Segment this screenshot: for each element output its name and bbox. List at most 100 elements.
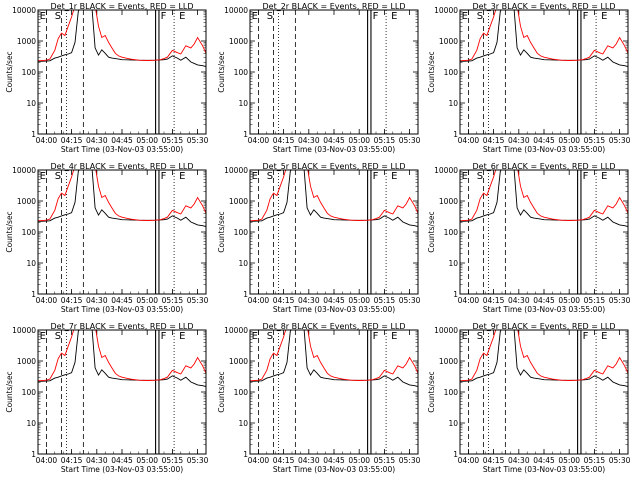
x-axis-label: Start Time (03-Nov-03 03:55:00) bbox=[273, 145, 395, 154]
y-axis-label: Counts/sec bbox=[5, 51, 14, 92]
y-tick-label: 10 bbox=[26, 419, 36, 428]
lld-series-line bbox=[460, 10, 628, 62]
interval-marker: F bbox=[373, 11, 379, 22]
events-series-line bbox=[460, 10, 628, 67]
y-tick-label: 1 bbox=[243, 130, 248, 139]
x-tick-label: 04:15 bbox=[273, 296, 295, 305]
x-axis-label: Start Time (03-Nov-03 03:55:00) bbox=[483, 145, 605, 154]
x-tick-label: 04:30 bbox=[86, 136, 108, 145]
y-tick-label: 10000 bbox=[224, 6, 248, 15]
x-tick-label: 04:30 bbox=[86, 296, 108, 305]
y-tick-label: 10000 bbox=[434, 6, 458, 15]
y-axis-label: Counts/sec bbox=[427, 211, 436, 252]
x-tick-label: 04:15 bbox=[483, 296, 505, 305]
interval-marker: F bbox=[583, 171, 589, 182]
x-tick-label: 05:15 bbox=[374, 296, 396, 305]
plot-frame bbox=[37, 329, 207, 455]
y-tick-label: 100 bbox=[234, 388, 249, 397]
x-tick-label: 05:15 bbox=[584, 136, 606, 145]
y-tick-label: 1 bbox=[243, 450, 248, 459]
interval-marker: E bbox=[252, 11, 258, 22]
panel-title: Det_8r BLACK = Events, RED = LLD bbox=[262, 322, 405, 331]
x-tick-label: 04:00 bbox=[248, 296, 270, 305]
lld-series-line bbox=[460, 330, 628, 382]
x-tick-label: 05:30 bbox=[609, 296, 631, 305]
y-tick-label: 100 bbox=[444, 228, 459, 237]
panel-title: Det_1r BLACK = Events, RED = LLD bbox=[50, 2, 193, 11]
interval-marker: S bbox=[477, 331, 483, 342]
x-tick-label: 04:00 bbox=[458, 136, 480, 145]
x-tick-label: 04:15 bbox=[61, 296, 83, 305]
interval-marker: E bbox=[601, 11, 607, 22]
y-tick-label: 100 bbox=[22, 388, 37, 397]
x-tick-label: 05:30 bbox=[187, 456, 209, 465]
x-axis-label: Start Time (03-Nov-03 03:55:00) bbox=[483, 305, 605, 314]
x-tick-label: 05:15 bbox=[584, 296, 606, 305]
y-tick-label: 1000 bbox=[229, 37, 248, 46]
x-tick-label: 04:30 bbox=[298, 456, 320, 465]
y-tick-label: 1 bbox=[243, 290, 248, 299]
interval-marker: F bbox=[161, 331, 167, 342]
y-tick-label: 10 bbox=[238, 419, 248, 428]
events-series-line bbox=[38, 170, 206, 227]
x-tick-label: 04:00 bbox=[248, 136, 270, 145]
y-tick-label: 100 bbox=[444, 68, 459, 77]
x-tick-label: 05:30 bbox=[187, 296, 209, 305]
plot-frame bbox=[37, 9, 207, 135]
y-tick-label: 10000 bbox=[12, 326, 36, 335]
x-tick-label: 05:15 bbox=[162, 296, 184, 305]
x-tick-label: 05:30 bbox=[187, 136, 209, 145]
x-tick-label: 04:15 bbox=[483, 456, 505, 465]
interval-marker: F bbox=[161, 11, 167, 22]
y-tick-label: 1 bbox=[453, 290, 458, 299]
x-tick-label: 05:15 bbox=[374, 456, 396, 465]
interval-marker: S bbox=[55, 171, 61, 182]
x-tick-label: 05:15 bbox=[374, 136, 396, 145]
y-tick-label: 10000 bbox=[12, 6, 36, 15]
x-tick-label: 04:45 bbox=[533, 136, 555, 145]
y-tick-label: 1000 bbox=[439, 357, 458, 366]
y-tick-label: 1000 bbox=[17, 37, 36, 46]
x-tick-label: 05:00 bbox=[136, 456, 158, 465]
y-axis-label: Counts/sec bbox=[217, 371, 226, 412]
interval-marker: F bbox=[373, 171, 379, 182]
interval-marker: E bbox=[179, 171, 185, 182]
x-tick-label: 04:00 bbox=[458, 456, 480, 465]
x-tick-label: 05:00 bbox=[558, 136, 580, 145]
panel-8: Det_8r BLACK = Events, RED = LLD 1 10 100 10… bbox=[217, 322, 421, 474]
interval-marker: F bbox=[583, 11, 589, 22]
x-axis-label: Start Time (03-Nov-03 03:55:00) bbox=[61, 305, 183, 314]
y-tick-label: 10 bbox=[448, 419, 458, 428]
x-tick-label: 04:30 bbox=[298, 296, 320, 305]
panel-title: Det_9r BLACK = Events, RED = LLD bbox=[472, 322, 615, 331]
interval-marker: E bbox=[252, 331, 258, 342]
x-tick-label: 04:15 bbox=[273, 456, 295, 465]
interval-marker: S bbox=[55, 11, 61, 22]
panel-title: Det_2r BLACK = Events, RED = LLD bbox=[262, 2, 405, 11]
panel-title: Det_6r BLACK = Events, RED = LLD bbox=[472, 162, 615, 171]
x-tick-label: 04:30 bbox=[508, 296, 530, 305]
y-tick-label: 1 bbox=[31, 290, 36, 299]
x-tick-label: 05:00 bbox=[348, 136, 370, 145]
panel-2: Det_2r BLACK = Events, RED = LLD 1 10 100 10… bbox=[217, 2, 421, 154]
y-tick-label: 1 bbox=[31, 450, 36, 459]
events-series-line bbox=[38, 330, 206, 387]
x-tick-label: 05:00 bbox=[348, 456, 370, 465]
x-tick-label: 04:30 bbox=[508, 456, 530, 465]
interval-marker: E bbox=[601, 171, 607, 182]
events-series-line bbox=[460, 170, 628, 227]
y-tick-label: 10000 bbox=[224, 326, 248, 335]
y-tick-label: 10 bbox=[448, 99, 458, 108]
interval-marker: E bbox=[462, 11, 468, 22]
interval-marker: S bbox=[477, 171, 483, 182]
interval-marker: E bbox=[601, 331, 607, 342]
panel-title: Det_3r BLACK = Events, RED = LLD bbox=[472, 2, 615, 11]
panel-title: Det_4r BLACK = Events, RED = LLD bbox=[50, 162, 193, 171]
interval-marker: E bbox=[179, 331, 185, 342]
x-tick-label: 04:45 bbox=[323, 296, 345, 305]
x-tick-label: 04:15 bbox=[61, 456, 83, 465]
x-axis-label: Start Time (03-Nov-03 03:55:00) bbox=[61, 145, 183, 154]
x-tick-label: 04:45 bbox=[533, 296, 555, 305]
interval-marker: E bbox=[40, 171, 46, 182]
interval-marker: S bbox=[267, 171, 273, 182]
